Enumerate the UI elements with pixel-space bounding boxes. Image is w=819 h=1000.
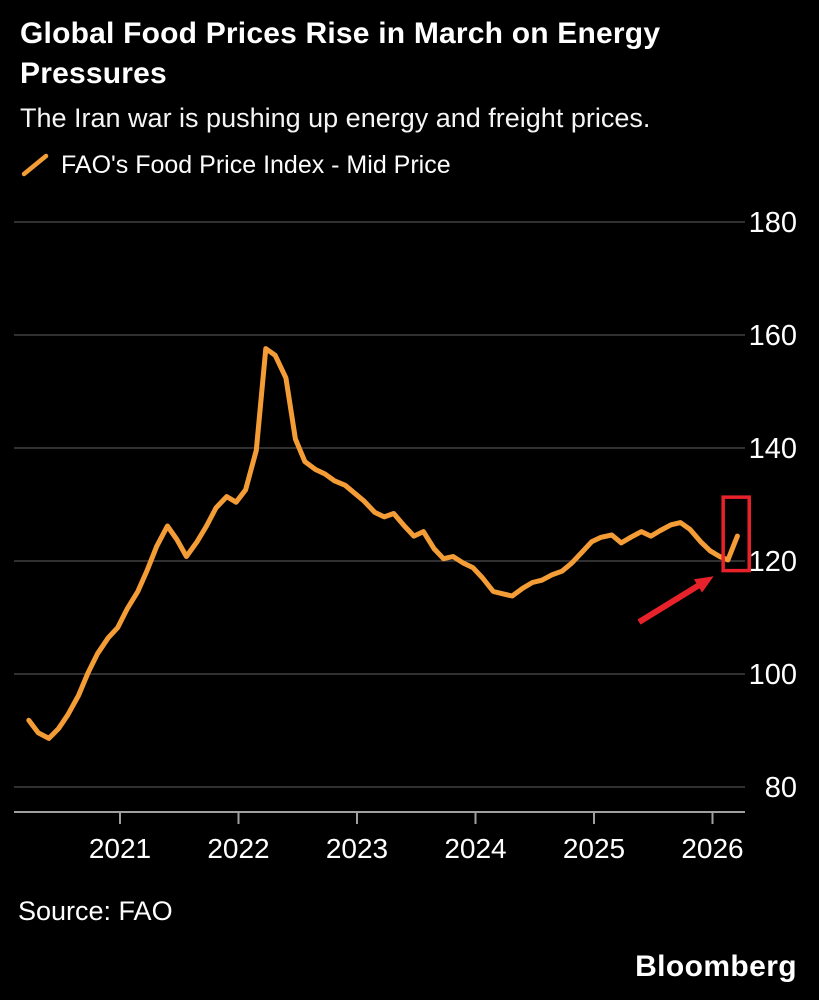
legend: FAO's Food Price Index - Mid Price xyxy=(20,151,799,180)
y-tick-label: 180 xyxy=(749,207,797,239)
y-tick-label: 160 xyxy=(749,320,797,352)
y-tick-label: 100 xyxy=(749,659,797,691)
legend-series-label: FAO's Food Price Index - Mid Price xyxy=(61,150,451,179)
trend-arrow-shaft xyxy=(637,581,702,625)
x-tick-label: 2022 xyxy=(207,833,269,864)
price-chart: 180 160 140 120 100 80 2021 2022 2023 2024 2025 202… xyxy=(14,207,797,864)
trend-arrow-head xyxy=(693,576,714,593)
x-tick-label: 2021 xyxy=(89,833,151,864)
chart-title: Global Food Prices Rise in March on Ener… xyxy=(20,17,661,90)
chart-subtitle: The Iran war is pushing up energy and fr… xyxy=(20,103,651,134)
source-label: Source: FAO xyxy=(18,895,173,926)
x-tick-label: 2024 xyxy=(444,833,506,864)
x-tick-label: 2025 xyxy=(563,833,625,864)
series-swatch-icon xyxy=(21,154,49,177)
series-line xyxy=(26,346,740,741)
x-tick-label: 2026 xyxy=(681,833,743,864)
y-tick-label: 140 xyxy=(749,433,797,465)
highlight-box xyxy=(721,495,751,573)
x-tick-label: 2023 xyxy=(326,833,388,864)
y-tick-label: 80 xyxy=(765,772,797,804)
bloomberg-logo: Bloomberg xyxy=(635,950,797,983)
y-tick-label: 120 xyxy=(749,546,797,578)
